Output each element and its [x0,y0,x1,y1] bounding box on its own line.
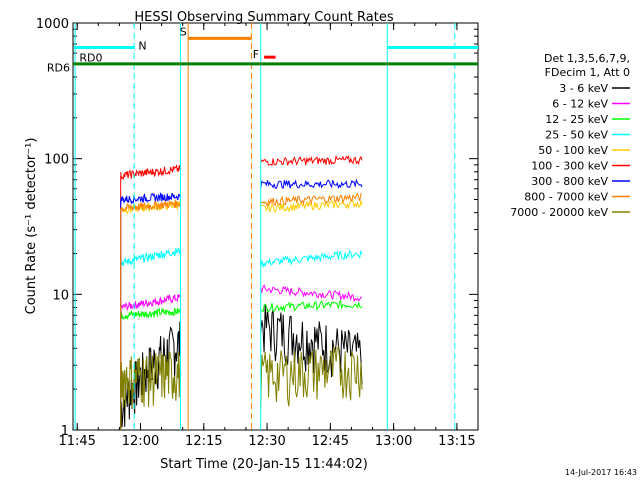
legend: Det 1,3,5,6,7,9,FDecim 1, Att 0 3 - 6 keV… [510,52,630,219]
series-line [260,154,363,167]
x-tick-label: 12:30 [248,434,285,449]
series-line [120,321,182,428]
x-tick-label: 12:15 [185,434,222,449]
series-line [120,351,182,408]
series-line [260,178,363,190]
legend-header: FDecim 1, Att 0 [545,66,630,79]
legend-entry: 12 - 25 keV [545,113,608,126]
legend-entry: 300 - 800 keV [531,175,608,188]
series-line [260,303,363,385]
plot-frame [72,22,479,431]
series-line [120,294,182,311]
rd6-label: RD6 [47,61,70,74]
legend-entry: 100 - 300 keV [531,160,608,173]
x-tick-label: 11:45 [58,434,95,449]
series-line [120,307,182,321]
y-tick-label: 1 [61,424,69,439]
series-line [120,192,182,205]
rd0-label: RD0 [79,52,102,65]
flare-label: F [253,48,259,61]
series-line [120,164,182,181]
x-tick-label: 12:00 [122,434,159,449]
saa-label: S [180,25,187,38]
series-line [120,246,182,267]
series-line [260,249,363,269]
x-tick-label: 13:00 [375,434,412,449]
series-line [260,345,363,409]
series-line [120,199,182,212]
series-line [260,192,363,208]
x-axis-label: Start Time (20-Jan-15 11:44:02) [160,457,368,472]
series-line [260,299,363,313]
series-layer [120,154,363,430]
legend-entry: 7000 - 20000 keV [510,206,608,219]
axes: 11:45 12:00 12:15 12:30 12:45 13:00 13:15 1 10 10… [36,17,479,449]
y-tick-label: 1000 [36,17,69,32]
x-tick-label: 12:45 [312,434,349,449]
x-tick-label: 13:15 [438,434,475,449]
y-tick-label: 100 [44,153,69,168]
annotation-layer: N S F RD0 RD6 [47,23,478,430]
chart-title: HESSI Observing Summary Count Rates [134,10,393,25]
timestamp: 14-Jul-2017 16:43 [565,468,637,477]
legend-entry: 800 - 7000 keV [524,191,608,204]
legend-entry: 3 - 6 keV [559,82,608,95]
legend-entry: 25 - 50 keV [545,129,608,142]
series-line [260,284,363,303]
night-label: N [138,39,146,52]
legend-entry: 6 - 12 keV [552,98,608,111]
y-tick-label: 10 [52,288,69,303]
legend-header: Det 1,3,5,6,7,9, [544,52,630,65]
y-axis-label: Count Rate (s⁻¹ detector⁻¹) [24,138,39,315]
legend-entry: 50 - 100 keV [538,144,608,157]
